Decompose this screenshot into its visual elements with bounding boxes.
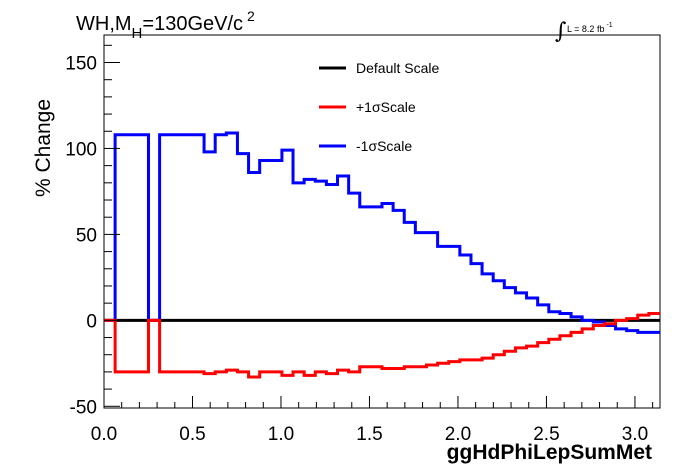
- chart-title: WH,MH=130GeV/c 2: [76, 8, 255, 42]
- x-axis-title: ggHdPhiLepSumMet: [447, 441, 652, 464]
- axis-layer: 0.0 0.5 1.0 1.5 2.0 2.5 3.0 -50 0 50 100 150: [65, 44, 654, 445]
- lumi-label: ∫ L = 8.2 fb -1: [555, 19, 613, 44]
- title-rest: =130GeV/c: [142, 13, 243, 35]
- y-tick-label: 0: [86, 311, 97, 332]
- x-tick-label: 1.5: [356, 424, 382, 445]
- legend: Default Scale +1σScale -1σScale: [319, 60, 439, 154]
- lumi-text: L = 8.2 fb: [567, 24, 604, 34]
- x-tick-label: 2.5: [533, 424, 559, 445]
- series-line-2: [104, 131, 660, 334]
- x-tick-label: 2.0: [445, 424, 471, 445]
- y-tick-label: -50: [70, 397, 97, 418]
- svg-text:WH,MH=130GeV/c2: WH,MH=130GeV/c 2: [76, 8, 255, 42]
- series-layer: [104, 131, 660, 379]
- legend-entry-default: Default Scale: [319, 60, 439, 76]
- svg-text:L = 8.2 fb-1: L = 8.2 fb -1: [567, 22, 613, 34]
- title-main: WH,M: [76, 13, 132, 35]
- title-sub: H: [132, 25, 143, 42]
- lumi-sup: -1: [606, 22, 612, 29]
- x-tick-label: 1.0: [268, 424, 294, 445]
- x-tick-label: 0.0: [91, 424, 117, 445]
- legend-label-default: Default Scale: [356, 60, 439, 76]
- series-line-1: [104, 311, 660, 379]
- title-sup: 2: [247, 8, 255, 24]
- y-tick-label: 150: [65, 54, 97, 75]
- legend-label-plus: +1σScale: [356, 99, 416, 115]
- plot-frame: [103, 34, 661, 409]
- legend-entry-plus: +1σScale: [319, 99, 416, 115]
- legend-entry-minus: -1σScale: [319, 138, 412, 154]
- legend-label-minus: -1σScale: [356, 138, 412, 154]
- y-tick-label: 50: [76, 225, 97, 246]
- x-tick-label: 3.0: [622, 424, 648, 445]
- y-tick-label: 100: [65, 139, 97, 160]
- x-tick-label: 0.5: [179, 424, 205, 445]
- y-axis-title: % Change: [32, 99, 55, 197]
- integral-glyph: ∫: [555, 19, 567, 44]
